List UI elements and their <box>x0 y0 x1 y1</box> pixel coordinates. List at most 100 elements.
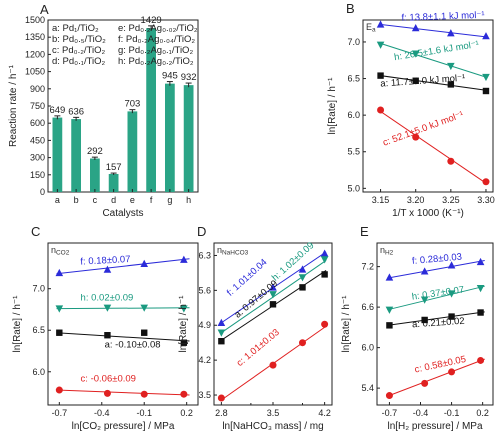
data-point <box>411 24 420 32</box>
data-point <box>411 50 420 58</box>
data-point <box>321 320 329 328</box>
data-point <box>103 304 112 312</box>
data-point <box>421 379 429 387</box>
panel-corner-label: Ea <box>366 22 376 34</box>
data-point <box>298 265 307 273</box>
fit-line-a <box>380 75 487 91</box>
data-point <box>412 77 419 84</box>
data-point <box>376 20 385 28</box>
data-point <box>476 285 485 293</box>
legend-entry: a: Pd₁/TiO₂ <box>52 23 99 34</box>
series-label: c: -0.06±0.09 <box>81 374 136 385</box>
data-point <box>269 283 277 291</box>
data-point <box>55 268 64 277</box>
data-point <box>385 273 394 281</box>
y-tick-label: 6.0 <box>361 343 374 353</box>
bar-value-label: 292 <box>87 146 103 157</box>
x-tick-label: 0.2 <box>180 408 193 418</box>
bar-value-label: 157 <box>106 162 122 173</box>
y-tick-label: 1050 <box>25 67 45 77</box>
fit-line-c <box>387 358 485 397</box>
panel-b: 5.0 5.5 6.0 6.5 7.0 3.15 3.20 3.25 3.30 B Ea 1/T x … <box>327 1 495 219</box>
y-tick-label: 600 <box>30 118 45 128</box>
bar-c <box>90 158 100 192</box>
data-point <box>140 259 149 267</box>
x-tick-label: 3.15 <box>372 195 390 205</box>
x-tick-label: -0.4 <box>413 408 429 418</box>
x-tick-label: 3.30 <box>477 195 495 205</box>
x-tick-label: 0.2 <box>476 408 489 418</box>
data-point <box>269 361 277 369</box>
plot-frame <box>376 242 494 406</box>
y-tick-label: 6.0 <box>32 367 45 377</box>
y-tick-label: 0 <box>40 187 45 197</box>
data-point <box>320 256 329 264</box>
data-point <box>141 329 148 336</box>
plot-frame <box>47 242 199 406</box>
data-point <box>55 305 64 313</box>
data-point <box>477 309 484 316</box>
legend-entry: g: Pd₀.₂Ag₀.₁/TiO₂ <box>118 45 193 56</box>
series-label: c: 0.58±0.05 <box>414 354 467 376</box>
y-tick-label: 1500 <box>25 15 45 25</box>
y-tick-label: 5.6 <box>198 285 211 295</box>
data-point <box>180 255 188 263</box>
data-point <box>269 301 277 308</box>
series-label: h: 0.37±0.07 <box>411 284 465 302</box>
panel-label: E <box>360 224 369 239</box>
x-axis-label: 1/T x 1000 (K⁻¹) <box>392 208 464 219</box>
fit-line-h <box>387 285 485 311</box>
x-tick-label: a <box>55 195 60 205</box>
data-point <box>55 386 63 394</box>
data-point <box>421 316 428 324</box>
x-tick-label: e <box>130 195 135 205</box>
data-point <box>103 265 112 273</box>
data-point <box>477 356 485 364</box>
bar-g <box>165 83 175 192</box>
bar-value-label: 932 <box>181 72 197 83</box>
y-tick-label: 5.0 <box>347 183 360 193</box>
data-point <box>218 337 225 345</box>
x-tick-label: 4.2 <box>318 408 331 418</box>
y-tick-label: 1200 <box>25 49 45 59</box>
series-label: h: 1.02±0.09 <box>270 240 317 283</box>
y-axis-label: ln[Rate] / h⁻¹ <box>12 295 23 353</box>
bar-value-label: 1429 <box>141 15 162 26</box>
panel-label: A <box>40 2 49 17</box>
legend-entry: c: Pd₀.₂/TiO₂ <box>52 45 106 56</box>
data-point <box>217 329 226 337</box>
x-axis-label: ln[NaHCO₃ mass] / mg <box>222 421 323 432</box>
y-tick-label: 7.0 <box>347 37 360 47</box>
data-point <box>180 339 188 346</box>
data-point <box>377 72 384 79</box>
y-tick-label: 6.3 <box>198 250 211 260</box>
x-tick-label: c <box>93 195 98 205</box>
data-point <box>476 257 485 266</box>
data-point <box>180 390 188 398</box>
data-point <box>412 133 420 141</box>
data-point <box>420 296 429 304</box>
x-axis-label: ln[H₂ pressure] / MPa <box>387 421 482 432</box>
data-point <box>217 394 225 402</box>
x-tick-label: -0.4 <box>94 408 110 418</box>
data-point <box>299 284 306 291</box>
x-tick-label: g <box>167 195 172 205</box>
data-point <box>448 368 456 376</box>
y-tick-label: 4.2 <box>198 355 211 365</box>
data-point <box>140 390 148 398</box>
panel-a: 0 150 300 450 600 750 900 1050 1200 1350 1500 649 a 6… <box>8 2 199 219</box>
data-point <box>104 332 111 339</box>
series-label: f: 13.8±1.1 kJ mol⁻¹ <box>401 10 484 24</box>
x-tick-label: 3.25 <box>442 195 460 205</box>
data-point <box>447 157 455 165</box>
data-point <box>385 306 394 314</box>
bar-value-label: 945 <box>162 71 178 82</box>
data-point <box>448 313 455 320</box>
y-tick-label: 150 <box>30 170 45 180</box>
series-label: a: -0.10±0.08 <box>105 340 161 351</box>
fit-line-a <box>56 332 190 342</box>
series-label: a: 0.21±0.02 <box>412 316 465 331</box>
x-axis-label: ln[CO₂ pressure] / MPa <box>72 421 175 432</box>
